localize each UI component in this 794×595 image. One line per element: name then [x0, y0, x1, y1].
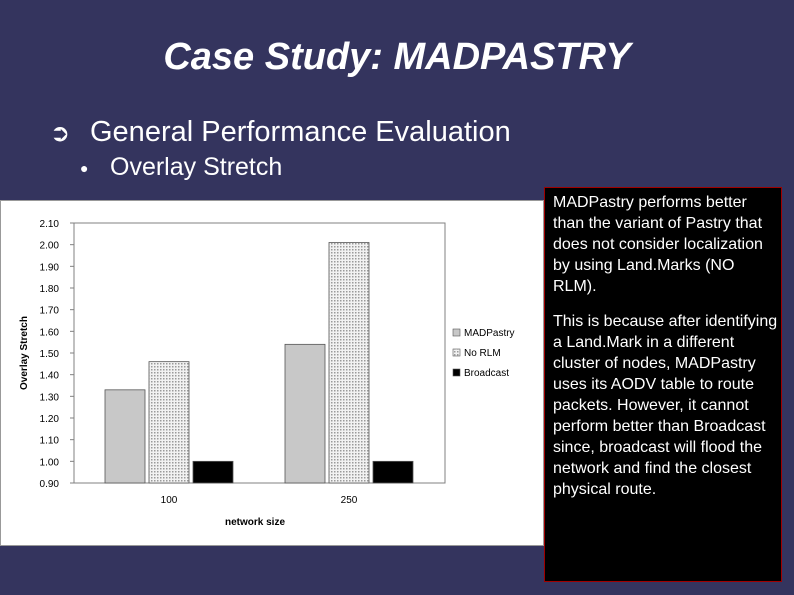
legend-swatch-madpastry [452, 328, 461, 337]
x-tick-label: 250 [341, 495, 358, 506]
y-tick-label: 1.70 [40, 306, 60, 317]
legend-label: MADPastry [464, 328, 515, 339]
explanation-paragraph-2: This is because after identifying a Land… [553, 313, 778, 498]
explanation-paragraph-1: MADPastry performs better than the varia… [553, 194, 763, 295]
explanation-box: MADPastry performs better than the varia… [544, 187, 782, 582]
y-tick-label: 1.10 [40, 436, 60, 447]
overlay-stretch-chart: 2.10 2.00 1.90 1.80 1.70 1.60 1.50 1.40 1.30 1.20… [0, 200, 544, 546]
x-axis-label: network size [225, 517, 285, 528]
legend-swatch-no-rlm [452, 348, 461, 357]
bar-broadcast [372, 460, 414, 484]
y-tick-label: 1.40 [40, 371, 60, 382]
y-tick-label: 1.30 [40, 392, 60, 403]
y-tick-label: 1.60 [40, 327, 60, 338]
bullet-general-performance: ➲ General Performance Evaluation [50, 116, 511, 149]
y-tick-label: 2.10 [40, 219, 60, 230]
chart-svg: 2.10 2.00 1.90 1.80 1.70 1.60 1.50 1.40 1.30 1.20… [19, 219, 515, 528]
bar-madpastry [104, 389, 146, 484]
y-tick-label: 1.90 [40, 262, 60, 273]
bar-broadcast [192, 460, 234, 484]
bullet-general-performance-text: General Performance Evaluation [90, 116, 511, 148]
y-tick-label: 1.20 [40, 414, 60, 425]
bar-madpastry [284, 343, 326, 484]
bar-no-rlm [148, 361, 190, 484]
bullet-overlay-stretch: ● Overlay Stretch [80, 153, 282, 182]
dot-icon: ● [80, 160, 89, 177]
slide-title: Case Study: MADPASTRY [163, 36, 631, 78]
y-axis-label: Overlay Stretch [19, 316, 30, 390]
legend-label: No RLM [464, 348, 501, 359]
legend-swatch-broadcast [452, 368, 461, 377]
bar-no-rlm [328, 242, 370, 484]
y-tick-label: 2.00 [40, 241, 60, 252]
y-tick-label: 1.80 [40, 284, 60, 295]
y-tick-label: 1.00 [40, 457, 60, 468]
curved-arrow-icon: ➲ [50, 120, 71, 147]
y-tick-label: 1.50 [40, 349, 60, 360]
legend-label: Broadcast [464, 368, 509, 379]
y-tick-label: 0.90 [40, 479, 60, 490]
x-tick-label: 100 [161, 495, 178, 506]
bullet-overlay-stretch-text: Overlay Stretch [110, 153, 283, 181]
